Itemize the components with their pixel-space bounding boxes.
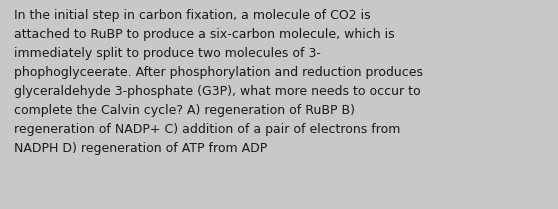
Text: In the initial step in carbon fixation, a molecule of CO2 is
attached to RuBP to: In the initial step in carbon fixation, … — [14, 9, 423, 155]
